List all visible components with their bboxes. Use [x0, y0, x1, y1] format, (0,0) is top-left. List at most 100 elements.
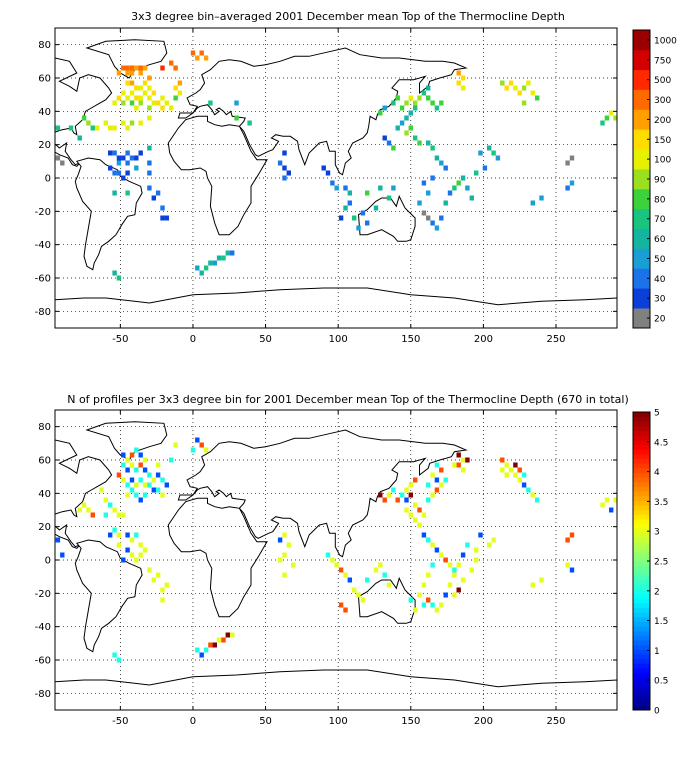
colorbar-swatch	[633, 500, 650, 506]
data-cell	[343, 185, 348, 191]
data-cell	[373, 205, 379, 211]
data-cell	[504, 85, 509, 91]
data-cell	[134, 482, 139, 488]
data-cell	[504, 462, 509, 468]
data-cell	[90, 125, 95, 131]
data-cell	[212, 642, 217, 648]
data-cell	[286, 542, 291, 548]
data-cell	[169, 105, 174, 111]
data-cell	[434, 547, 440, 553]
data-cell	[116, 512, 122, 518]
x-tick-label: 0	[190, 334, 196, 345]
data-cell	[195, 437, 200, 443]
data-cell	[138, 552, 143, 558]
data-cell	[443, 477, 448, 483]
x-tick-label: 150	[401, 716, 420, 727]
colorbar: 20 30 40 50 60 70 80 90 100 150 200 300 500 750 1000	[632, 29, 677, 329]
data-cell	[382, 497, 387, 503]
data-cell	[151, 195, 156, 201]
x-tick-label: 200	[474, 334, 493, 345]
y-tick-label: -20	[35, 589, 51, 600]
data-cell	[160, 205, 165, 211]
data-cell	[508, 80, 514, 86]
data-cell	[108, 165, 113, 171]
data-cell	[138, 477, 143, 483]
data-cell	[430, 472, 435, 478]
colorbar-swatch	[633, 463, 650, 469]
colorbar-swatch	[633, 682, 650, 688]
data-cell	[125, 95, 130, 101]
colorbar-swatch	[633, 523, 650, 529]
data-cell	[134, 467, 139, 473]
data-cell	[421, 582, 427, 588]
data-cell	[125, 492, 130, 498]
data-cell	[565, 562, 570, 568]
data-cell	[434, 105, 440, 111]
data-cell	[160, 492, 165, 498]
data-cell	[426, 482, 431, 488]
data-cell	[325, 170, 331, 176]
colorbar-label: 60	[654, 235, 666, 245]
data-cell	[55, 125, 61, 131]
data-cell	[147, 160, 152, 166]
data-cell	[613, 497, 617, 503]
data-cell	[382, 135, 387, 141]
data-cell	[521, 482, 527, 488]
data-cell	[138, 462, 143, 468]
data-cell	[378, 562, 383, 568]
data-cell	[121, 452, 126, 458]
colorbar-swatch	[633, 49, 650, 71]
data-cell	[404, 487, 409, 493]
data-cell	[421, 512, 427, 518]
data-cell	[452, 567, 457, 573]
colorbar-swatch	[633, 696, 650, 702]
data-cell	[500, 80, 505, 86]
data-cell	[386, 492, 392, 498]
data-cell	[408, 492, 413, 498]
data-cell	[151, 100, 156, 106]
data-cell	[134, 155, 139, 161]
data-cell	[439, 215, 444, 221]
colorbar-label: 500	[654, 76, 671, 86]
data-cell	[142, 547, 148, 553]
data-cell	[399, 105, 405, 111]
colorbar-swatch	[633, 598, 650, 604]
data-cell	[609, 507, 614, 513]
coastline	[55, 669, 617, 710]
data-cell	[430, 542, 435, 548]
data-cell	[129, 100, 135, 106]
data-cell	[116, 472, 122, 478]
colorbar-swatch	[633, 412, 650, 418]
data-cell	[134, 65, 139, 71]
data-cell	[352, 215, 357, 221]
colorbar-swatch	[633, 449, 650, 455]
data-cell	[147, 185, 152, 191]
data-cell	[94, 125, 100, 131]
data-cell	[465, 542, 470, 548]
colorbar-swatch	[633, 644, 650, 650]
x-tick-label: -50	[112, 716, 128, 727]
data-cell	[604, 115, 610, 121]
data-cell	[430, 220, 435, 226]
data-cell	[491, 150, 496, 156]
data-cell	[491, 537, 496, 543]
data-cell	[108, 150, 113, 156]
colorbar-swatch	[633, 228, 650, 249]
data-cell	[247, 120, 252, 126]
data-cell	[513, 85, 518, 91]
data-cell	[426, 215, 431, 221]
data-cell	[138, 70, 143, 76]
colorbar-swatch	[633, 635, 650, 641]
data-cell	[173, 442, 178, 448]
data-cell	[338, 602, 344, 608]
data-cell	[386, 195, 392, 201]
data-cell	[569, 155, 575, 161]
data-cell	[613, 115, 617, 121]
data-cell	[282, 572, 287, 578]
data-cell	[116, 532, 122, 538]
data-cell	[504, 472, 509, 478]
colorbar-label: 2	[654, 587, 660, 597]
data-cell	[417, 95, 422, 101]
data-cell	[286, 170, 291, 176]
data-cell	[138, 150, 143, 156]
